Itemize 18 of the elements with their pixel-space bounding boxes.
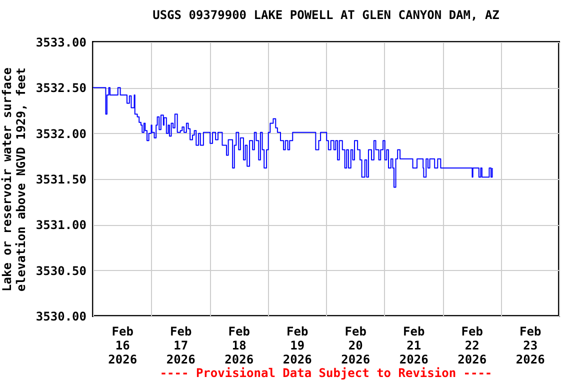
text: ---- Provisional Data Subject to Revision ---- bbox=[158, 366, 494, 380]
y-tick-label: 3533.00 bbox=[36, 36, 86, 50]
x-tick-label: Feb 18 2026 bbox=[224, 324, 254, 366]
x-tick-label: Feb 16 2026 bbox=[108, 324, 138, 366]
x-tick-label: Feb 21 2026 bbox=[399, 324, 428, 366]
y-tick-label: 3531.50 bbox=[36, 172, 86, 186]
x-tick-label: Feb 23 2026 bbox=[516, 324, 545, 366]
y-tick-label: 3532.50 bbox=[36, 81, 86, 96]
chart-title: USGS 09379900 LAKE POWELL AT GLEN CANYON DAM, AZ bbox=[152, 8, 500, 22]
x-tick-label: Feb 22 2026 bbox=[458, 324, 487, 366]
x-tick-label: Feb 20 2026 bbox=[341, 324, 370, 366]
y-tick-label: 3531.00 bbox=[36, 218, 86, 232]
x-tick-label: Feb 17 2026 bbox=[166, 324, 196, 366]
y-axis-title: Lake or reservoir water surface elevation above NGVD 1929, feet bbox=[0, 68, 28, 292]
y-tick-label: 3532.00 bbox=[36, 126, 86, 141]
x-tick-label: Feb 19 2026 bbox=[282, 324, 312, 366]
y-tick-label: 3530.00 bbox=[36, 310, 86, 324]
y-tick-label: 3530.50 bbox=[36, 264, 86, 278]
